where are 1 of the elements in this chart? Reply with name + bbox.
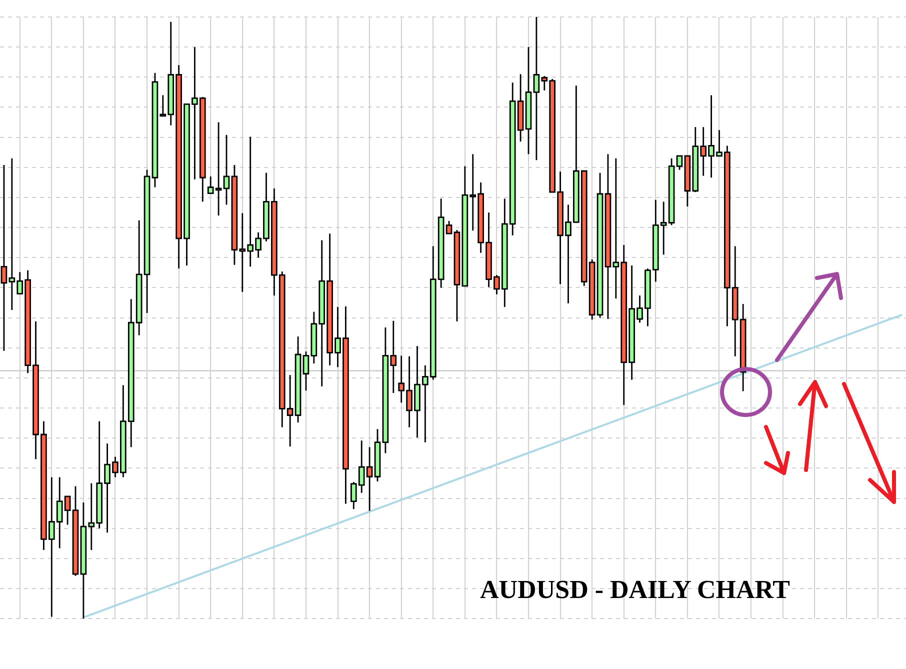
text: AUDUSD - DAILY CHART (480, 575, 790, 605)
